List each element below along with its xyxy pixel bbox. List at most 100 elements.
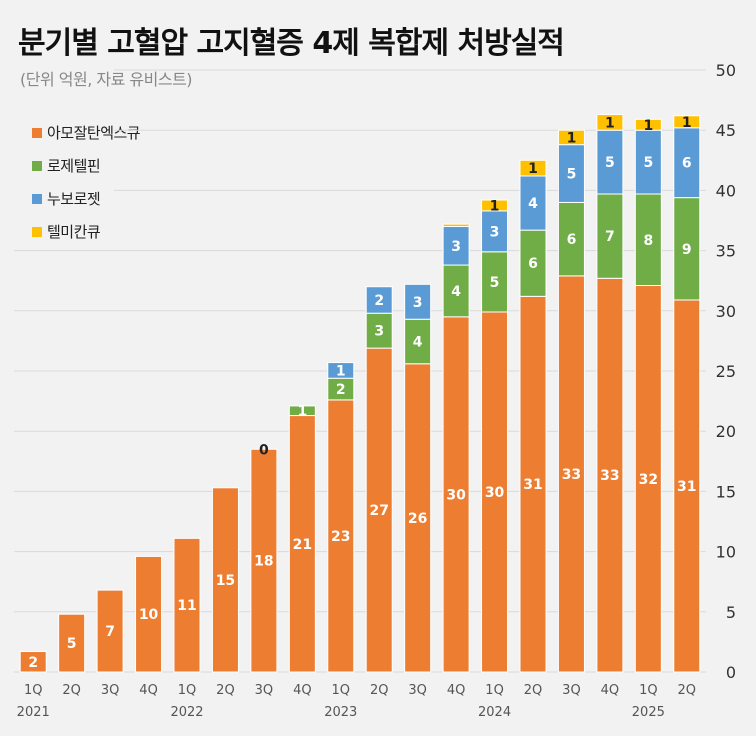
legend-swatch [32,193,42,204]
bar-segment [634,129,662,195]
bar-segment [365,312,393,349]
bar-segment [557,144,585,203]
legend-swatch [32,160,42,171]
data-label: 26 [408,511,427,527]
x-tick-label: 2Q [370,683,389,698]
x-tick-label: 2Q [216,683,235,698]
legend-item: 로제텔핀 [32,149,140,182]
data-label: 0 [259,442,269,458]
y-tick-label: 45 [716,121,736,140]
bar-segment [211,487,239,673]
x-tick-label: 4Q [139,683,158,698]
x-tick-label: 4Q [447,683,466,698]
data-label: 3 [451,239,461,255]
bar-segment [404,363,432,673]
bar-segment [634,285,662,673]
data-label: 3 [413,295,423,311]
chart-subtitle: (단위 억원, 자료 유비스트) [20,70,193,89]
data-label: 4 [528,196,538,212]
y-tick-label: 40 [716,181,736,200]
data-label: 1 [567,130,577,146]
x-tick-label: 3Q [562,683,581,698]
bar-segment [519,229,547,297]
bar-segment [365,286,393,314]
data-label: 5 [67,636,77,652]
bar-segment [673,115,701,129]
data-label: 1 [528,161,538,177]
y-tick-label: 5 [726,603,736,622]
data-label: 7 [605,229,615,245]
bar-segment [596,277,624,673]
bar-segment [673,299,701,673]
bar-segment [58,613,86,673]
x-year-label: 2023 [324,705,357,720]
bar-segment [135,555,163,673]
bar-segment [442,226,470,266]
data-label: 2 [374,293,384,309]
data-label: 5 [643,155,653,171]
bar-segment [288,405,316,417]
data-label: 31 [523,477,542,493]
x-year-label: 2021 [17,705,50,720]
data-label: 4 [413,335,423,351]
data-label: 1 [490,198,500,214]
data-label: 6 [682,156,692,172]
data-label: 23 [331,529,350,545]
data-label: 9 [682,242,692,258]
data-label: 30 [485,485,505,501]
x-tick-label: 4Q [293,683,312,698]
bar-segment [250,448,278,673]
bar-segment [519,295,547,673]
bar-segment [519,175,547,231]
legend-label: 로제텔핀 [47,157,101,175]
bar-segment [557,275,585,673]
data-label: 15 [216,573,235,589]
y-tick-label: 0 [726,663,736,682]
bar-segment [365,347,393,673]
data-label: 21 [293,537,312,553]
data-label: 8 [643,233,653,249]
bar-segment [557,201,585,277]
y-tick-label: 10 [716,543,736,562]
data-label: 6 [528,256,538,272]
legend-swatch [32,226,42,237]
bar-segment [519,159,547,177]
x-tick-label: 4Q [601,683,620,698]
legend-item: 텔미칸큐 [32,215,140,248]
data-label: 1 [643,118,653,134]
data-label: 1 [605,115,615,131]
data-label: 2 [336,382,346,398]
bar-segment [481,251,509,313]
x-tick-label: 1Q [485,683,504,698]
bar-segment [19,651,47,673]
chart-title: 분기별 고혈압 고지혈증 4제 복합제 처방실적 [18,26,565,61]
x-tick-label: 2Q [524,683,543,698]
y-tick-label: 50 [716,61,736,80]
bar-segment [673,197,701,301]
data-label: 3 [490,224,500,240]
legend-label: 아모잘탄엑스큐 [47,124,141,142]
data-label: 3 [374,324,384,340]
legend-item: 누보로젯 [32,182,140,215]
data-label: 1 [297,404,307,420]
data-label: 6 [567,232,577,248]
bar-segment [288,415,316,673]
x-tick-label: 3Q [408,683,427,698]
x-tick-label: 1Q [24,683,43,698]
y-tick-label: 15 [716,482,736,501]
data-label: 5 [490,275,500,291]
bar-segment [327,362,355,379]
bar-segment [442,316,470,673]
bar-segment [327,399,355,673]
bar-segment [173,537,201,673]
data-label: 33 [600,468,619,484]
bar-segment [596,114,624,131]
data-label: 2 [28,655,38,671]
y-tick-label: 20 [716,422,736,441]
x-tick-label: 3Q [255,683,274,698]
bar-segment [634,193,662,287]
bar-segment [96,589,124,673]
legend-swatch [32,127,42,138]
